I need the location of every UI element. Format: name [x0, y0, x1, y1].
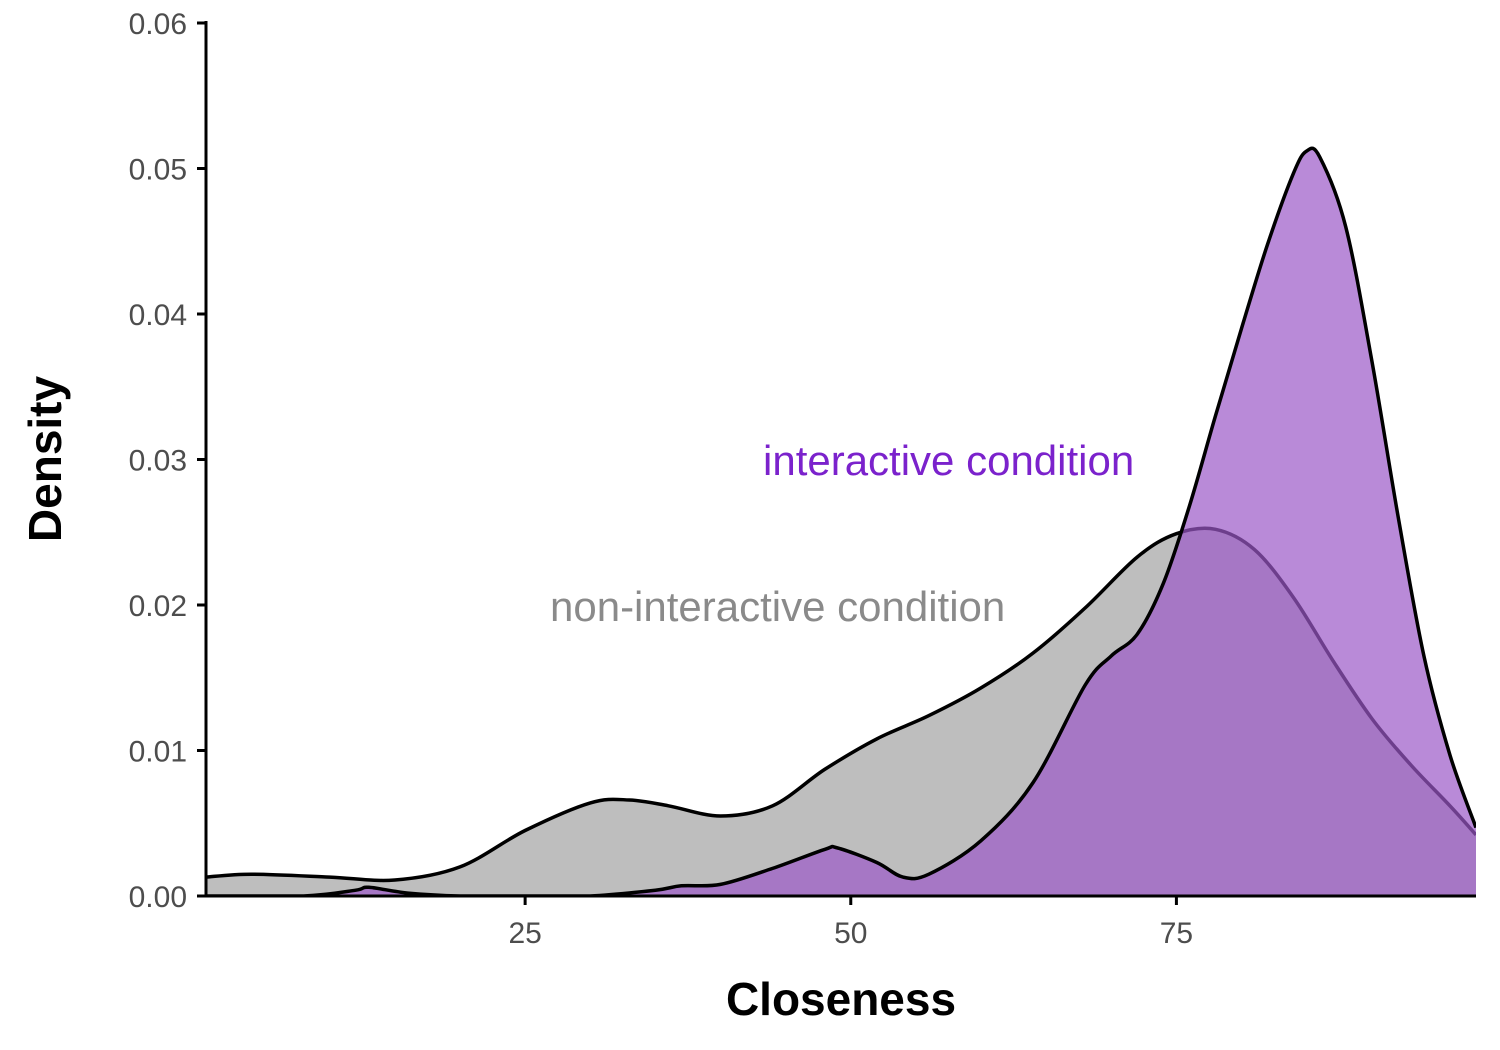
- y-tick-label: 0.05: [129, 154, 187, 187]
- plot-area: [206, 146, 1476, 896]
- y-tick-label: 0.01: [129, 736, 187, 769]
- x-tick-label: 50: [834, 917, 867, 950]
- x-axis-title: Closeness: [726, 973, 956, 1025]
- y-tick-label: 0.06: [129, 8, 187, 41]
- x-tick-label: 75: [1160, 917, 1193, 950]
- y-axis-title: Density: [19, 376, 71, 543]
- density-line-interactive-condition: [206, 146, 1476, 896]
- density-area-interactive-condition: [206, 148, 1476, 896]
- y-tick-label: 0.00: [129, 881, 187, 914]
- y-tick-label: 0.02: [129, 590, 187, 623]
- axes: 0.00 0.01 0.02 0.03 0.04 0.05 0.06 25 50 75: [129, 8, 1476, 950]
- x-tick-label: 25: [508, 917, 541, 950]
- annotation-interactive-condition: interactive condition: [763, 437, 1134, 484]
- y-tick-label: 0.03: [129, 445, 187, 478]
- y-tick-label: 0.04: [129, 299, 187, 332]
- annotation-non-interactive-condition: non-interactive condition: [550, 583, 1005, 630]
